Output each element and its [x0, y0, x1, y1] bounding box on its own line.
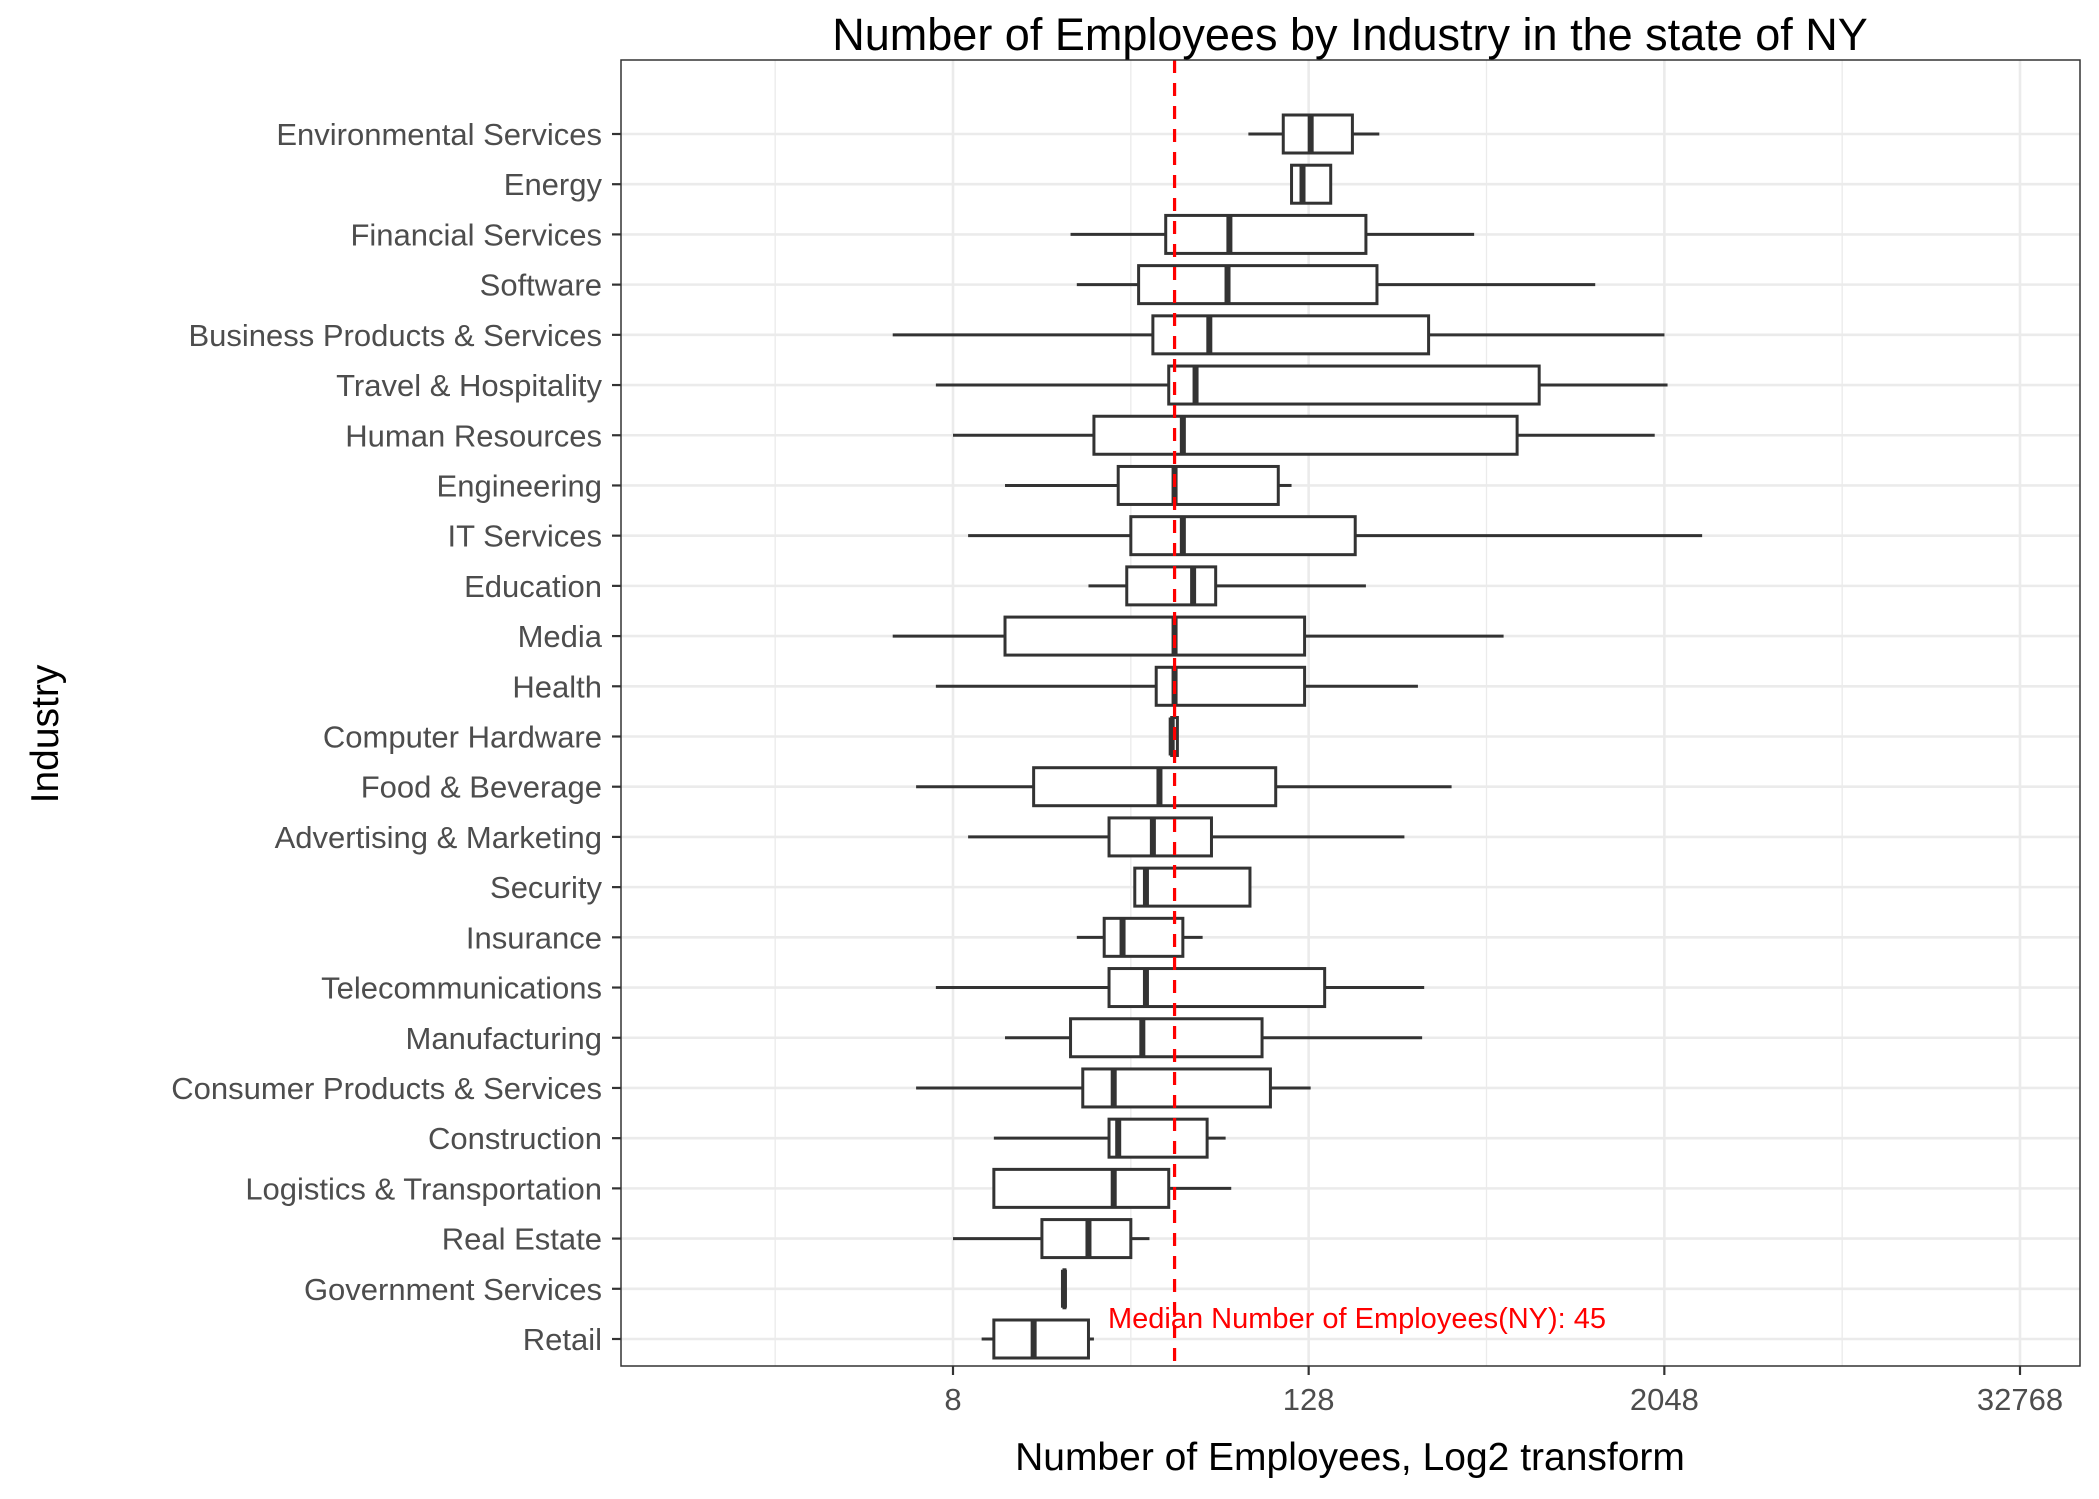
- boxplot-logistics-transportation: [992, 1167, 1232, 1209]
- box-iqr: [1069, 1017, 1264, 1059]
- box-layer: [892, 113, 1703, 1360]
- boxplot-telecommunications: [935, 967, 1425, 1009]
- y-tick-label: Insurance: [466, 920, 602, 955]
- reference-line-label: Median Number of Employees(NY): 45: [1108, 1303, 1606, 1335]
- boxplot-consumer-products-services: [916, 1067, 1311, 1109]
- box-iqr: [1137, 264, 1379, 306]
- x-axis-title: Number of Employees, Log2 transform: [1015, 1436, 1685, 1479]
- x-tick-layer: 8 128 2048 32768: [944, 1366, 2063, 1417]
- y-tick-label: Telecommunications: [321, 971, 602, 1006]
- box-iqr: [1290, 163, 1333, 205]
- panel-border: [620, 59, 2081, 1367]
- boxplot-security: [1133, 866, 1252, 908]
- box-iqr: [1281, 113, 1354, 155]
- boxplot-environmental-services: [1248, 113, 1380, 155]
- y-tick-label: Software: [480, 268, 602, 303]
- boxplot-real-estate: [953, 1218, 1150, 1260]
- y-tick-label: Education: [464, 569, 602, 604]
- box-iqr: [1092, 414, 1519, 456]
- y-tick-label: Energy: [504, 167, 603, 202]
- y-tick-label: Environmental Services: [276, 117, 602, 152]
- y-tick-label: Media: [518, 619, 603, 654]
- box-iqr: [1107, 816, 1213, 858]
- boxplot-business-products-services: [892, 314, 1665, 356]
- y-tick-label: Engineering: [437, 468, 602, 503]
- boxplot-human-resources: [953, 414, 1655, 456]
- y-tick-label: Computer Hardware: [323, 720, 602, 755]
- boxplot-it-services: [968, 515, 1703, 557]
- y-tick-label: Food & Beverage: [361, 770, 602, 805]
- boxplot-insurance: [1076, 916, 1203, 958]
- y-tick-label: Real Estate: [442, 1222, 602, 1257]
- y-tick-label: Financial Services: [350, 217, 602, 252]
- x-tick-label: 32768: [1977, 1382, 2063, 1417]
- box-iqr: [1125, 565, 1218, 607]
- box-iqr: [1107, 967, 1327, 1009]
- boxplot-manufacturing: [1005, 1017, 1423, 1059]
- y-tick-label: Health: [512, 669, 602, 704]
- box-iqr: [1167, 364, 1541, 406]
- y-axis-title: Industry: [24, 664, 67, 803]
- box-iqr: [1151, 314, 1431, 356]
- annotation-layer: Median Number of Employees(NY): 45: [1108, 1303, 1606, 1335]
- box-iqr: [992, 1318, 1090, 1360]
- boxplot-advertising-marketing: [968, 816, 1405, 858]
- boxplot-financial-services: [1070, 213, 1475, 255]
- box-iqr: [1116, 464, 1280, 506]
- box-iqr: [1164, 213, 1368, 255]
- box-iqr: [1154, 665, 1307, 707]
- boxplot-food-beverage: [916, 766, 1452, 808]
- y-tick-label: Consumer Products & Services: [171, 1071, 602, 1106]
- y-tick-label: Business Products & Services: [188, 318, 602, 353]
- boxplot-travel-hospitality: [935, 364, 1668, 406]
- chart-title: Number of Employees by Industry in the s…: [832, 9, 1867, 60]
- boxplot-media: [892, 615, 1504, 657]
- boxplot-education: [1088, 565, 1366, 607]
- box-iqr: [1003, 615, 1307, 657]
- y-tick-layer: Environmental Services Energy Financial Se…: [171, 117, 621, 1357]
- y-tick-label: Construction: [428, 1121, 602, 1156]
- y-tick-label: Government Services: [304, 1272, 602, 1307]
- y-tick-label: Advertising & Marketing: [275, 820, 602, 855]
- boxplot-construction: [993, 1117, 1226, 1159]
- box-iqr: [1129, 515, 1357, 557]
- y-tick-label: Travel & Hospitality: [336, 368, 602, 403]
- boxplot-government-services: [1060, 1268, 1067, 1310]
- box-iqr: [1133, 866, 1252, 908]
- y-tick-label: Logistics & Transportation: [245, 1171, 602, 1206]
- y-tick-label: Manufacturing: [406, 1021, 602, 1056]
- x-tick-label: 2048: [1630, 1382, 1699, 1417]
- box-iqr: [1032, 766, 1278, 808]
- y-tick-label: Security: [490, 870, 602, 905]
- box-iqr: [992, 1167, 1171, 1209]
- boxplot-software: [1076, 264, 1596, 306]
- boxplot-energy: [1290, 163, 1333, 205]
- box-iqr: [1107, 1117, 1209, 1159]
- y-tick-label: IT Services: [448, 519, 602, 554]
- x-tick-label: 128: [1283, 1382, 1335, 1417]
- y-tick-label: Retail: [523, 1322, 602, 1357]
- boxplot-retail: [981, 1318, 1094, 1360]
- box-iqr: [1102, 916, 1185, 958]
- x-tick-label: 8: [944, 1382, 961, 1417]
- boxplot-health: [935, 665, 1418, 707]
- y-tick-label: Human Resources: [345, 418, 602, 453]
